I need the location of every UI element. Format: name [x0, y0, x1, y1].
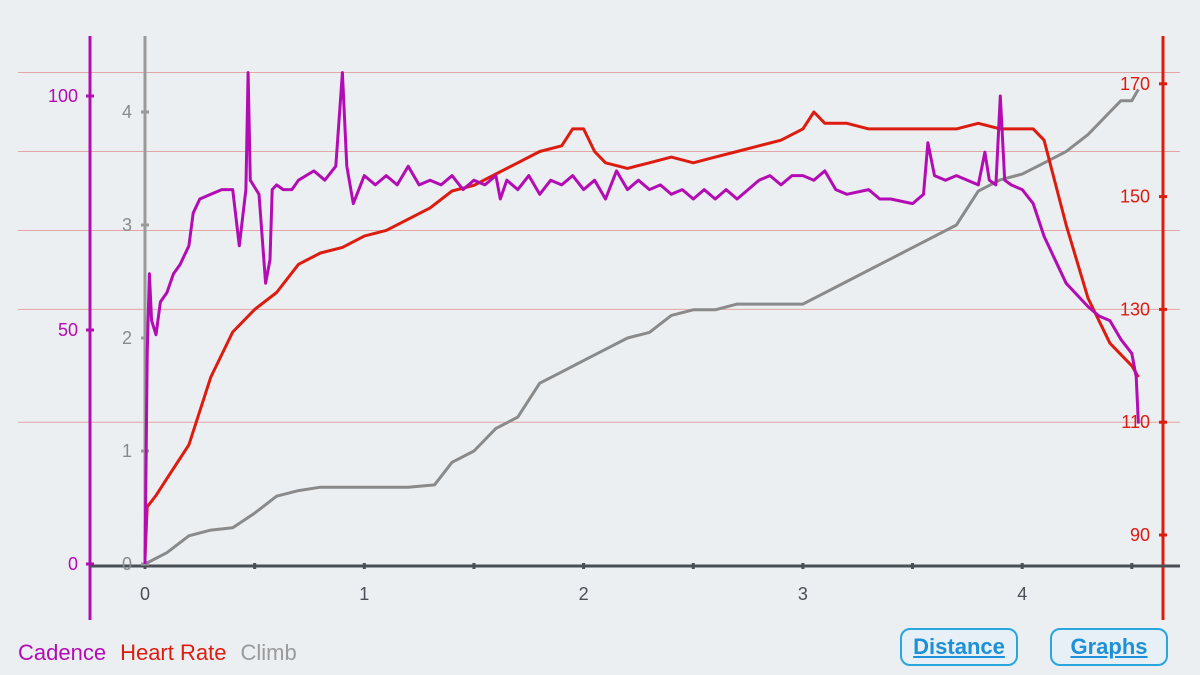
series-lines: [143, 71, 1140, 566]
legend-heart-rate: Heart Rate: [120, 640, 227, 665]
tick-labels: 0 50 100 0 1 2 3 4 90 110 130 150 170 0 1 2 3 4: [48, 74, 1150, 604]
cadence-tick-label: 100: [48, 86, 78, 106]
climb-tick-label: 4: [122, 102, 132, 122]
series-heart-rate: [143, 110, 1140, 558]
climb-tick-label: 0: [122, 554, 132, 574]
x-tick-label: 2: [579, 584, 589, 604]
series-cadence: [143, 71, 1140, 565]
distance-button[interactable]: Distance: [900, 628, 1018, 666]
legend-cadence: Cadence: [18, 640, 107, 665]
legend-climb: Climb: [240, 640, 297, 665]
x-tick-label: 1: [359, 584, 369, 604]
heart-rate-tick-label: 170: [1120, 74, 1150, 94]
graphs-button[interactable]: Graphs: [1050, 628, 1168, 666]
heart-rate-tick-label: 110: [1121, 412, 1150, 432]
heart-rate-tick-label: 90: [1130, 525, 1150, 545]
heart-rate-tick-label: 150: [1120, 187, 1150, 207]
x-tick-label: 0: [140, 584, 150, 604]
series-climb: [144, 88, 1140, 566]
grid-lines: [18, 72, 1180, 423]
climb-tick-label: 2: [122, 328, 132, 348]
climb-tick-label: 3: [122, 215, 132, 235]
climb-tick-label: 1: [122, 441, 132, 461]
heart-rate-tick-label: 130: [1120, 299, 1150, 319]
legend: Cadence Heart Rate Climb: [18, 640, 297, 666]
cadence-tick-label: 50: [58, 320, 78, 340]
x-tick-label: 4: [1017, 584, 1027, 604]
cadence-tick-label: 0: [68, 554, 78, 574]
x-tick-label: 3: [798, 584, 808, 604]
